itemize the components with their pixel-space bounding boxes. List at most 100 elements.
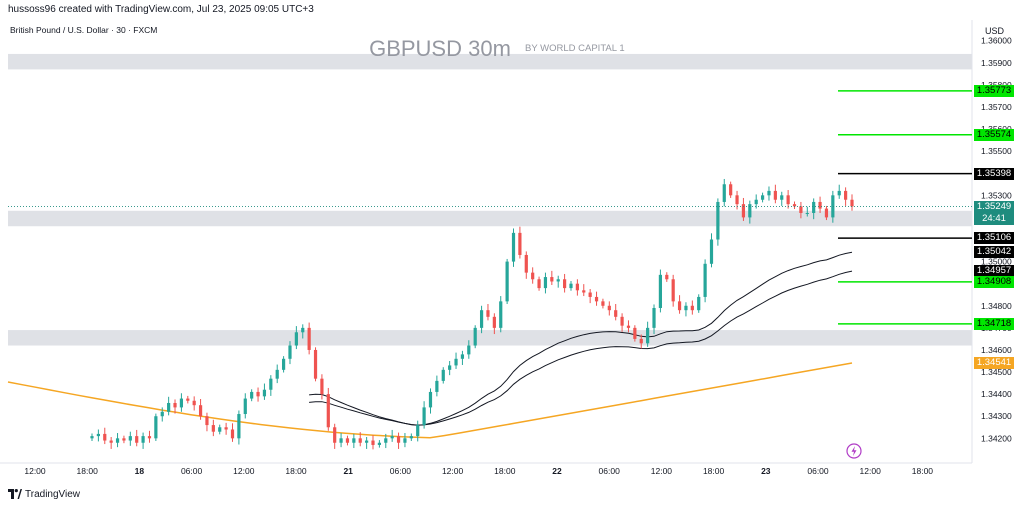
price-label-1.34718: 1.34718 [974, 317, 1014, 330]
candle-body-21 [224, 427, 228, 430]
candle-body-67 [518, 232, 522, 255]
candle-body-65 [505, 261, 509, 302]
candle-body-3 [109, 440, 113, 443]
candle-body-24 [243, 398, 247, 415]
candle-body-6 [128, 436, 132, 441]
moving-averages [7, 251, 853, 439]
candle-body-58 [460, 354, 465, 359]
candle-body-56 [448, 365, 452, 370]
x-tick-label-15: 06:00 [807, 466, 829, 476]
price-label-1.35574: 1.35574 [974, 128, 1014, 141]
price-label-1.35042: 1.35042 [974, 246, 1014, 259]
candle-body-39 [339, 438, 343, 443]
y-tick-label-14: 1.34200 [981, 433, 1012, 443]
candle-body-31 [288, 345, 292, 359]
candle-body-110 [792, 204, 797, 207]
candle-body-25 [250, 391, 254, 399]
candle-body-76 [575, 283, 579, 291]
x-tick-label-12: 12:00 [651, 466, 673, 476]
candle-body-47 [390, 436, 394, 439]
candle-body-43 [365, 440, 369, 443]
candle-body-69 [531, 272, 535, 280]
x-tick-label-6: 21 [343, 466, 353, 476]
price-chart[interactable]: British Pound / U.S. Dollar · 30 · FXCM … [0, 20, 1024, 483]
candle-body-88 [652, 307, 656, 328]
candle-body-32 [294, 332, 298, 346]
x-tick-label-8: 12:00 [442, 466, 464, 476]
candle-body-90 [665, 274, 669, 280]
candle-body-102 [741, 204, 746, 218]
candle-body-111 [799, 206, 803, 213]
candle-body-55 [441, 369, 445, 381]
candle-body-2 [103, 433, 107, 441]
candle-body-50 [409, 436, 413, 439]
candle-body-19 [211, 425, 215, 432]
y-tick-label-12: 1.34400 [981, 389, 1012, 399]
credit-text: hussoss96 created with TradingView.com, … [8, 4, 314, 15]
candle-body-114 [818, 201, 822, 209]
candle-body-95 [697, 296, 701, 311]
candle-body-75 [569, 283, 573, 289]
candle-body-18 [205, 416, 209, 426]
zone-band-2 [8, 330, 972, 346]
candle-body-0 [90, 436, 94, 439]
candle-body-59 [467, 345, 471, 355]
candle-body-70 [537, 279, 541, 289]
candle-body-1 [96, 433, 100, 437]
candle-body-91 [671, 279, 675, 302]
candle-body-30 [281, 358, 286, 370]
candle-body-97 [709, 239, 714, 264]
candle-body-9 [147, 436, 152, 439]
candle-body-89 [658, 274, 663, 308]
supply-demand-zones [8, 53, 972, 346]
x-tick-label-5: 18:00 [285, 466, 307, 476]
tradingview-brand[interactable]: TradingView [8, 487, 80, 501]
lightning-bolt-icon[interactable] [846, 443, 862, 459]
ema-slow-line [309, 270, 853, 426]
candle-body-87 [646, 327, 650, 344]
y-tick-label-13: 1.34300 [981, 411, 1012, 421]
candle-body-52 [422, 407, 426, 426]
candlestick-series [90, 178, 854, 450]
x-tick-label-3: 06:00 [181, 466, 203, 476]
candle-body-92 [677, 301, 682, 311]
candle-body-51 [416, 425, 420, 437]
candle-body-15 [186, 398, 190, 401]
price-label-1.35249: 1.35249 [974, 200, 1014, 213]
candle-body-48 [396, 436, 401, 443]
candle-body-49 [403, 438, 407, 443]
countdown-label: 24:41 [974, 212, 1014, 225]
y-tick-label-0: 1.36000 [981, 36, 1012, 46]
candle-body-46 [384, 438, 388, 443]
candle-body-82 [614, 310, 618, 317]
candle-body-16 [192, 400, 196, 406]
candle-body-53 [428, 391, 433, 408]
candle-body-72 [550, 277, 554, 282]
candle-body-12 [167, 402, 171, 412]
candle-body-108 [780, 195, 784, 200]
time-axis-ticks: 12:00 18:00 18 06:00 12:00 18:00 21 06:00 12:00 1… [24, 466, 933, 476]
x-tick-label-1: 18:00 [77, 466, 99, 476]
candle-body-20 [218, 427, 222, 432]
x-tick-label-13: 18:00 [703, 466, 725, 476]
candle-body-118 [844, 190, 848, 200]
y-tick-label-5: 1.35500 [981, 146, 1012, 156]
x-tick-label-2: 18 [135, 466, 145, 476]
candle-body-28 [269, 378, 273, 390]
candle-body-11 [160, 411, 164, 417]
candle-body-45 [377, 442, 381, 445]
chart-title: GBPUSD 30m [369, 36, 511, 61]
candle-body-63 [492, 316, 496, 328]
candle-body-96 [703, 263, 707, 297]
candle-body-101 [735, 195, 739, 205]
x-tick-label-17: 18:00 [912, 466, 934, 476]
ma-long-line [7, 362, 853, 439]
candle-body-78 [588, 292, 592, 297]
y-tick-label-7: 1.35000 [981, 257, 1012, 267]
candle-body-57 [454, 358, 458, 366]
candle-body-81 [607, 305, 611, 311]
x-tick-label-10: 22 [552, 466, 562, 476]
price-label-1.35106: 1.35106 [974, 232, 1014, 245]
zone-band-0 [8, 53, 972, 70]
y-tick-label-6: 1.35300 [981, 190, 1012, 200]
